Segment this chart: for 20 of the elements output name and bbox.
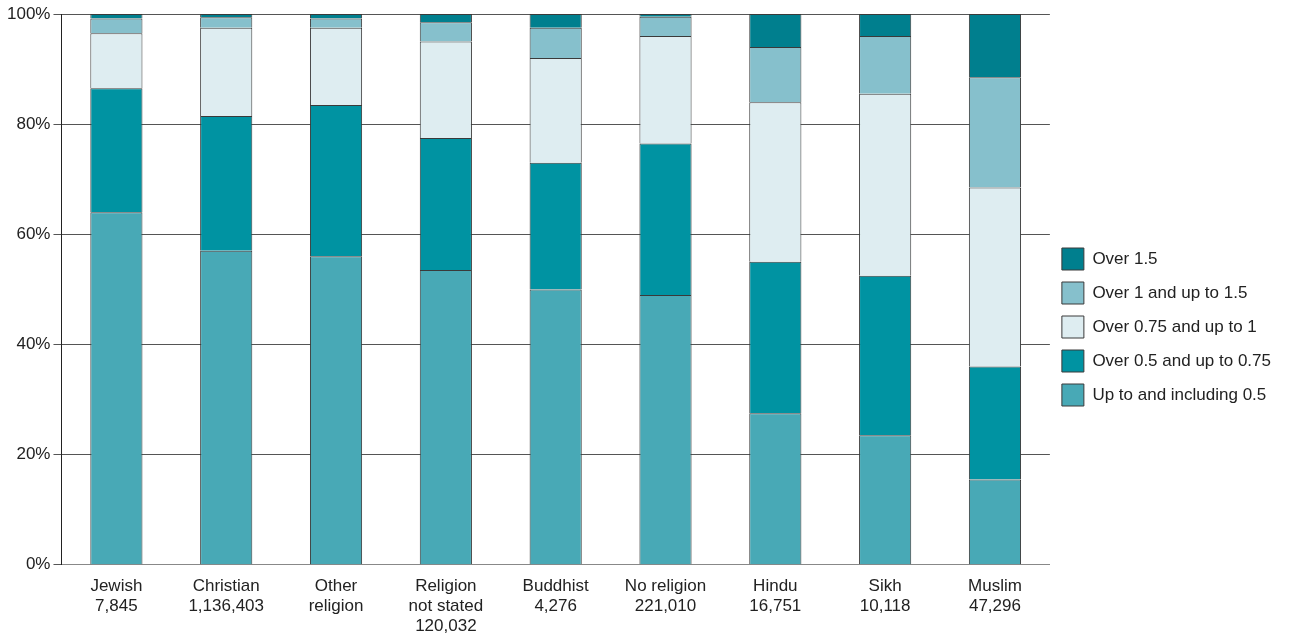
legend-label: Over 0.75 and up to 1 <box>1092 316 1257 336</box>
x-tick-label: Buddhist 4,276 <box>522 575 590 616</box>
legend-label: Over 1 and up to 1.5 <box>1092 282 1248 302</box>
y-tick-label: 100% <box>7 3 51 23</box>
x-tick-label: Jewish 7,845 <box>90 575 143 616</box>
x-tick-label: Sikh 10,118 <box>859 575 911 616</box>
legend-label: Over 0.5 and up to 0.75 <box>1092 350 1271 370</box>
x-tick-label: Muslim 47,296 <box>968 575 1022 616</box>
x-tick-label: Religion not stated 120,032 <box>408 575 484 636</box>
x-tick-label: Christian 1,136,403 <box>188 575 265 616</box>
legend-label: Up to and including 0.5 <box>1092 384 1267 404</box>
y-tick-label: 0% <box>25 554 51 574</box>
legend-label: Over 1.5 <box>1092 248 1158 268</box>
x-tick-label: Hindu 16,751 <box>749 575 802 616</box>
y-tick-label: 60% <box>16 224 51 244</box>
x-tick-label: No religion 221,010 <box>624 575 707 616</box>
y-tick-label: 80% <box>16 113 51 133</box>
y-tick-label: 20% <box>16 444 51 464</box>
y-tick-label: 40% <box>16 334 51 354</box>
x-tick-label: Other religion <box>308 575 364 616</box>
